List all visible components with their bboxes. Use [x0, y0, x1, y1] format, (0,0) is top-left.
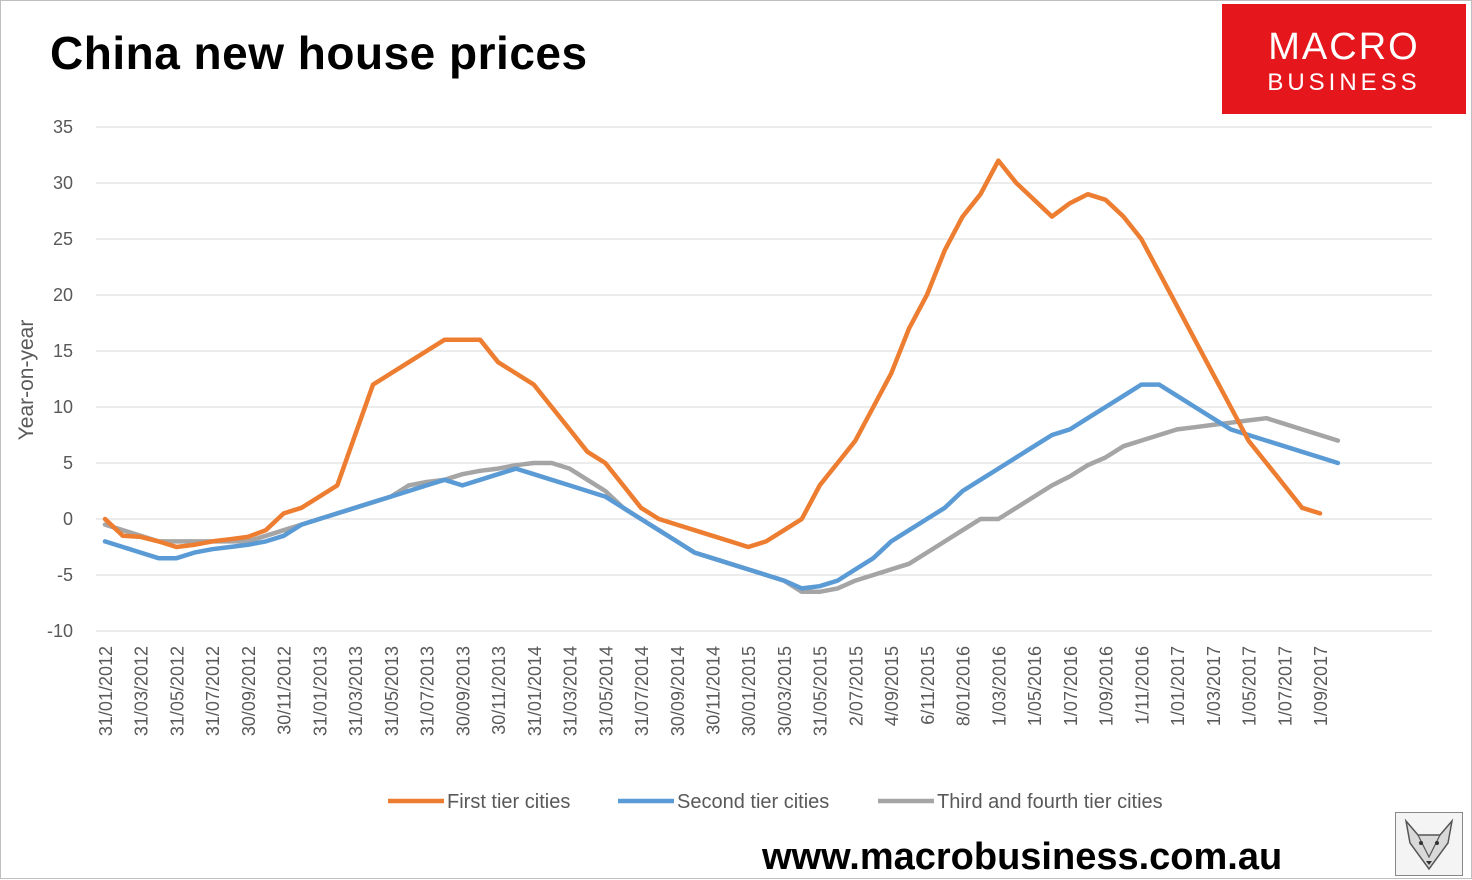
- x-tick-label: 1/05/2016: [1025, 646, 1045, 726]
- x-tick-label: 31/03/2012: [132, 646, 152, 736]
- x-tick-label: 31/01/2013: [310, 646, 330, 736]
- x-tick-label: 1/01/2017: [1168, 646, 1188, 726]
- x-tick-label: 31/01/2014: [525, 646, 545, 736]
- x-tick-label: 31/05/2015: [811, 646, 831, 736]
- y-tick-label: 15: [53, 341, 73, 361]
- legend: First tier cities Second tier cities Third…: [388, 791, 1163, 813]
- logo-line2: BUSINESS: [1267, 69, 1421, 96]
- x-tick-label: 30/11/2013: [489, 646, 509, 735]
- legend-label: Second tier cities: [677, 791, 829, 813]
- x-tick-label: 6/11/2015: [918, 646, 938, 725]
- x-tick-label: 31/03/2014: [561, 646, 581, 736]
- x-tick-label: 1/07/2017: [1275, 646, 1295, 726]
- series-line-first-tier-cities: [102, 158, 1323, 550]
- x-tick-label: 31/07/2012: [203, 646, 223, 736]
- legend-label: First tier cities: [447, 791, 570, 813]
- x-tick-label: 1/09/2017: [1311, 646, 1331, 726]
- y-axis-label: Year-on-year: [15, 320, 38, 441]
- legend-label: Third and fourth tier cities: [937, 791, 1163, 813]
- x-tick-label: 1/07/2016: [1061, 646, 1081, 726]
- x-tick-label: 30/09/2012: [239, 646, 259, 736]
- x-tick-label: 1/03/2016: [989, 646, 1009, 726]
- x-tick-label: 31/03/2013: [346, 646, 366, 736]
- y-tick-label: 20: [53, 285, 73, 305]
- y-tick-label: 25: [53, 229, 73, 249]
- x-tick-label: 31/05/2014: [596, 646, 616, 736]
- x-tick-label: 2/07/2015: [846, 646, 866, 726]
- y-tick-label: 30: [53, 173, 73, 193]
- x-tick-label: 1/09/2016: [1097, 646, 1117, 726]
- y-tick-label: 0: [63, 509, 73, 529]
- gridlines: [96, 126, 1432, 632]
- x-tick-label: 30/09/2013: [453, 646, 473, 736]
- x-tick-label: 31/01/2012: [96, 646, 116, 736]
- x-tick-label: 30/03/2015: [775, 646, 795, 736]
- chart-title: China new house prices: [50, 27, 588, 79]
- x-tick-label: 1/11/2016: [1132, 646, 1152, 725]
- series-line-third-and-fourth-tier-cities: [102, 415, 1341, 595]
- x-tick-label: 31/07/2014: [632, 646, 652, 736]
- x-tick-label: 31/05/2012: [167, 646, 187, 736]
- x-tick-label: 31/05/2013: [382, 646, 402, 736]
- x-tick-label: 1/05/2017: [1240, 646, 1260, 726]
- y-tick-label: -5: [57, 565, 73, 585]
- series-lines: [102, 158, 1341, 595]
- y-tick-label: 5: [63, 453, 73, 473]
- y-axis-ticks: -10 -5 0 5 10 15 20 25 30 35: [47, 117, 73, 641]
- y-tick-label: 10: [53, 397, 73, 417]
- x-tick-label: 30/01/2015: [739, 646, 759, 736]
- footer-url: www.macrobusiness.com.au: [762, 836, 1283, 878]
- y-tick-label: 35: [53, 117, 73, 137]
- x-tick-label: 30/11/2012: [275, 646, 295, 735]
- x-tick-label: 8/01/2016: [954, 646, 974, 726]
- x-tick-label: 31/07/2013: [418, 646, 438, 736]
- macrobusiness-logo: MACRO BUSINESS: [1222, 4, 1466, 114]
- y-tick-label: -10: [47, 621, 73, 641]
- logo-line1: MACRO: [1268, 26, 1420, 68]
- x-axis-ticks: 31/01/2012 31/03/2012 31/05/2012 31/07/2012…: [96, 646, 1331, 736]
- x-tick-label: 30/11/2014: [704, 646, 724, 735]
- x-tick-label: 4/09/2015: [882, 646, 902, 726]
- fox-head-icon: [1395, 812, 1463, 876]
- series-line-second-tier-cities: [102, 382, 1341, 591]
- x-tick-label: 30/09/2014: [668, 646, 688, 736]
- x-tick-label: 1/03/2017: [1204, 646, 1224, 726]
